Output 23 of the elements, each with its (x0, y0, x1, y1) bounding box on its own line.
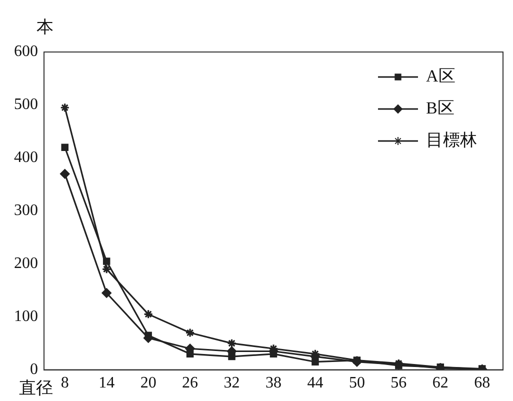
y-tick-label: 0 (30, 361, 38, 378)
x-tick-label: 62 (432, 374, 448, 392)
x-tick-label: 32 (224, 374, 240, 392)
legend-label: A区 (426, 66, 456, 86)
x-tick-label: 14 (98, 374, 115, 392)
x-axis-title: 直径 (18, 378, 53, 398)
y-tick-label: 300 (14, 202, 38, 220)
x-tick-label: 26 (182, 374, 198, 392)
x-tick-label: 44 (307, 374, 324, 392)
x-tick-label: 56 (390, 374, 407, 392)
y-tick-label: 400 (14, 149, 38, 166)
y-tick-label: 200 (14, 255, 38, 272)
x-tick-label: 8 (60, 374, 69, 392)
y-axis-title: 本 (36, 17, 54, 36)
y-tick-label: 500 (14, 96, 38, 114)
legend-label: B区 (426, 98, 454, 118)
y-tick-label: 100 (14, 308, 38, 326)
y-tick-label: 600 (14, 43, 38, 60)
x-tick-label: 50 (348, 374, 365, 392)
x-tick-label: 20 (140, 374, 156, 392)
x-tick-label: 38 (266, 374, 282, 392)
x-tick-label: 68 (474, 374, 490, 392)
legend-label: 目標林 (426, 130, 477, 150)
